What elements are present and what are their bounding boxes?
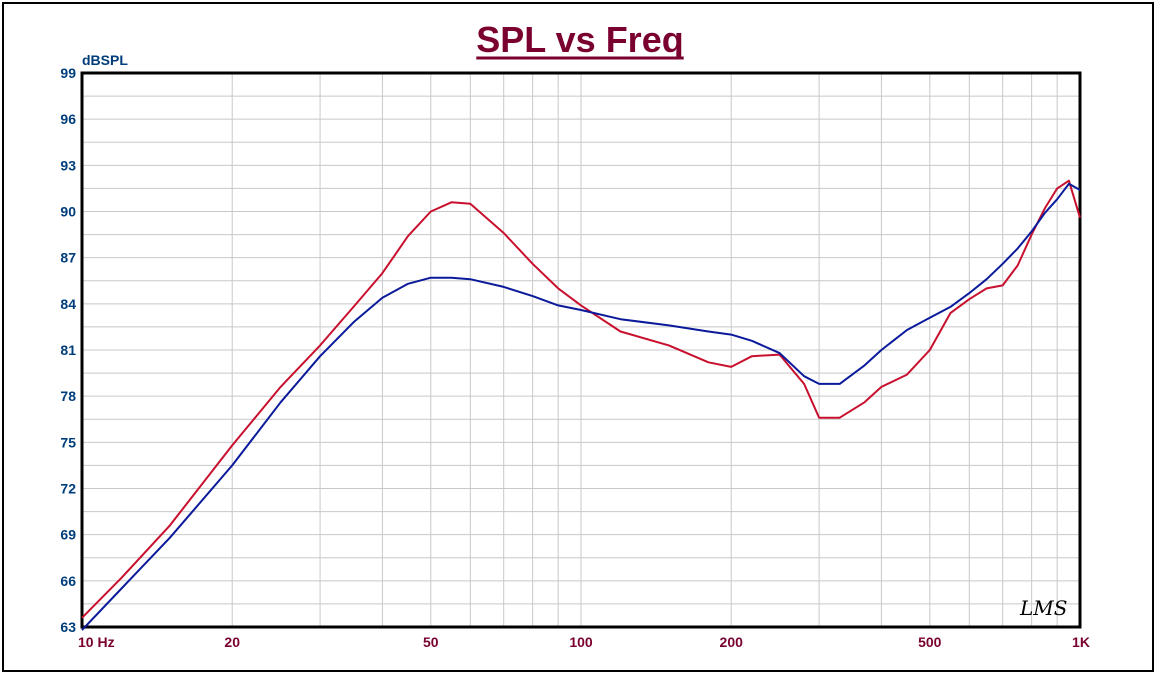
- x-tick-label: 20: [224, 634, 240, 650]
- y-axis-label: dBSPL: [82, 52, 128, 68]
- y-tick-label: 96: [60, 111, 76, 127]
- x-tick-label: 50: [423, 634, 439, 650]
- x-tick-label: 500: [918, 634, 942, 650]
- x-tick-label: 100: [569, 634, 593, 650]
- y-tick-label: 69: [60, 527, 76, 543]
- y-tick-label: 99: [60, 65, 76, 81]
- y-tick-label: 63: [60, 619, 76, 635]
- y-tick-label: 81: [60, 342, 76, 358]
- series-red-line: [81, 179, 1081, 619]
- plot-border: [80, 71, 1082, 629]
- y-tick-label: 84: [60, 296, 76, 312]
- x-tick-label: 10 Hz: [78, 634, 115, 650]
- x-tick-labels: 10 Hz 20 50 100 200 500 1K: [78, 634, 1090, 650]
- y-tick-label: 66: [60, 573, 76, 589]
- y-tick-label: 93: [60, 157, 76, 173]
- y-tick-label: 75: [60, 434, 76, 450]
- series-lines: [81, 179, 1081, 631]
- y-tick-label: 72: [60, 481, 76, 497]
- chart-title: SPL vs Freq: [476, 19, 683, 60]
- y-tick-label: 90: [60, 204, 76, 220]
- y-tick-labels: 99 96 93 90 87 84 81 78 75 72 69 66 63: [60, 65, 76, 635]
- y-tick-label: 87: [60, 250, 76, 266]
- lms-logo: LMS: [1019, 596, 1067, 620]
- series-blue-line: [81, 182, 1081, 631]
- y-tick-label: 78: [60, 388, 76, 404]
- x-tick-label: 1K: [1072, 634, 1090, 650]
- x-tick-label: 200: [720, 634, 744, 650]
